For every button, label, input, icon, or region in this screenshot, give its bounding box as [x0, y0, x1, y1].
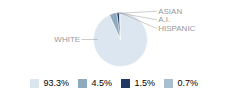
html-text:0.7%: 0.7% — [177, 78, 199, 88]
html-text:4.5%: 4.5% — [91, 78, 112, 88]
html-text:93.3%: 93.3% — [43, 78, 69, 88]
svg-text:ASIAN: ASIAN — [158, 6, 183, 16]
svg-text:A.I.: A.I. — [158, 15, 171, 25]
svg-text:WHITE: WHITE — [54, 35, 80, 44]
html-text:1.5%: 1.5% — [134, 78, 156, 88]
svg-text:HISPANIC: HISPANIC — [158, 24, 195, 33]
